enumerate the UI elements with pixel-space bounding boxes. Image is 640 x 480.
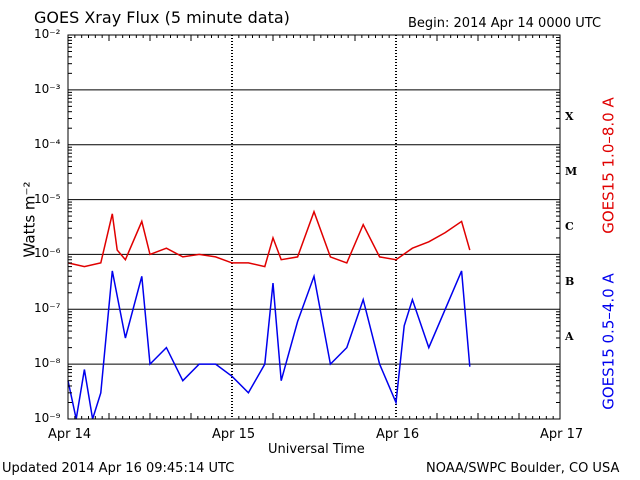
y-tick-label: 10⁻⁶: [34, 246, 61, 261]
flare-class-label: X: [565, 110, 574, 124]
axis-ticks: [68, 35, 560, 419]
y-tick-label: 10⁻⁸: [34, 356, 61, 371]
grid-lines: [68, 35, 560, 419]
legend-long-channel: GOES15 1.0–8.0 A: [599, 97, 618, 234]
x-tick-label: Apr 16: [376, 427, 420, 442]
x-axis-label: Universal Time: [268, 442, 365, 457]
begin-label: Begin: 2014 Apr 14 0000 UTC: [408, 16, 602, 31]
plot-frame: [67, 34, 561, 420]
y-axis-label: Watts m⁻²: [20, 181, 39, 258]
legend-short-channel: GOES15 0.5–4.0 A: [599, 273, 618, 410]
series-short-channel-line: [67, 270, 471, 420]
series-long-channel-line: [67, 209, 471, 268]
y-tick-label: 10⁻⁴: [34, 136, 61, 151]
x-tick-label: Apr 15: [212, 427, 256, 442]
y-tick-label: 10⁻⁵: [34, 191, 61, 206]
series-lines: [67, 209, 471, 420]
x-tick-label: Apr 14: [48, 427, 92, 442]
flare-class-label: A: [565, 329, 574, 343]
y-tick-label: 10⁻⁹: [34, 411, 61, 425]
x-tick-label: Apr 17: [540, 427, 584, 442]
y-tick-label: 10⁻³: [34, 81, 61, 96]
chart-title: GOES Xray Flux (5 minute data): [34, 8, 290, 27]
y-tick-label: 10⁻⁷: [34, 301, 61, 316]
credit-label: NOAA/SWPC Boulder, CO USA: [426, 461, 620, 476]
updated-label: Updated 2014 Apr 16 09:45:14 UTC: [2, 461, 235, 476]
y-tick-label: 10⁻²: [34, 27, 61, 41]
flare-class-label: C: [565, 220, 574, 233]
flare-class-label: B: [565, 274, 575, 288]
flare-class-label: M: [565, 165, 578, 179]
